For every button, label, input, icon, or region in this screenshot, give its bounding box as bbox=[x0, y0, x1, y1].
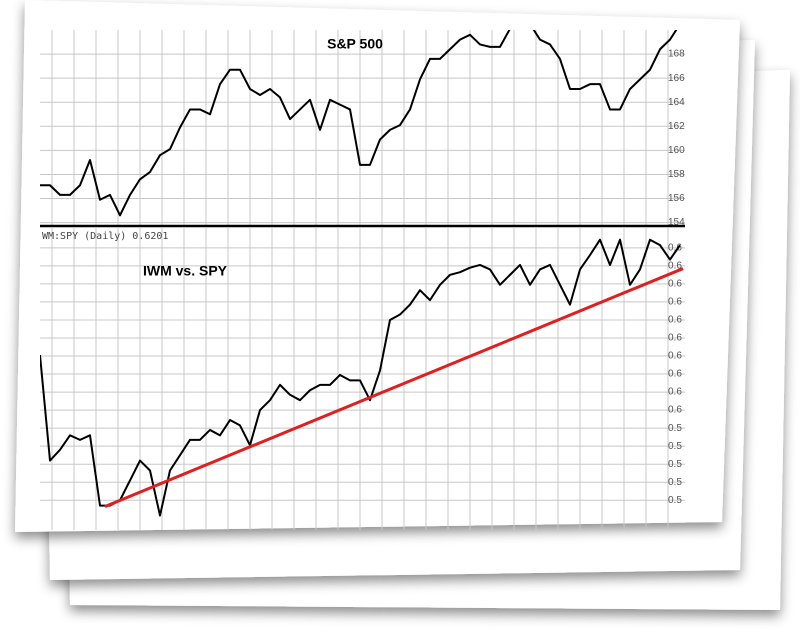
y-tick-label: 0.6 bbox=[668, 387, 682, 398]
y-tick-label: 0.5 bbox=[668, 495, 682, 506]
chart-title: S&P 500 bbox=[327, 36, 383, 52]
y-tick-label: 0.6 bbox=[668, 333, 682, 344]
series-line bbox=[104, 267, 684, 508]
y-tick-label: 156 bbox=[668, 193, 685, 204]
y-tick-label: 0.6 bbox=[668, 297, 682, 308]
y-tick-label: 0.6 bbox=[668, 351, 682, 362]
y-tick-label: 0.6 bbox=[668, 405, 682, 416]
y-tick-label: 0.5 bbox=[668, 477, 682, 488]
y-tick-label: 0.6 bbox=[668, 369, 682, 380]
series-line bbox=[40, 30, 678, 217]
y-tick-label: 0.6 bbox=[668, 315, 682, 326]
y-tick-label: 162 bbox=[668, 121, 685, 132]
y-tick-label: 154 bbox=[668, 217, 685, 228]
y-tick-label: 0.6 bbox=[668, 261, 682, 272]
plot-panel: 154 156 158 160 162 164 166 168 bbox=[40, 30, 685, 228]
plots: 1541561581601621641661680.60.60.60.60.60… bbox=[40, 30, 685, 530]
y-tick-label: 166 bbox=[668, 73, 685, 84]
y-tick-label: 0.5 bbox=[668, 459, 682, 470]
chart-title: IWM vs. SPY bbox=[143, 263, 228, 279]
y-tick-label: 0.6 bbox=[668, 279, 682, 290]
y-tick-label: 0.5 bbox=[668, 441, 682, 452]
plot-panel: 0.6 0.6 0.6 0.6 0.6 0.6 0.6 0.6 0.6 0.6 0.5 0.5 0.5 0… bbox=[40, 228, 685, 530]
y-tick-label: 160 bbox=[668, 145, 685, 156]
subtitle: WM:SPY (Daily) 0.6201 bbox=[42, 231, 168, 242]
y-tick-label: 168 bbox=[668, 49, 685, 60]
y-tick-label: 0.5 bbox=[668, 423, 682, 434]
y-tick-label: 0.6 bbox=[668, 242, 682, 253]
y-tick-label: 164 bbox=[668, 97, 685, 108]
y-tick-label: 158 bbox=[668, 169, 685, 180]
series-line bbox=[40, 238, 681, 517]
